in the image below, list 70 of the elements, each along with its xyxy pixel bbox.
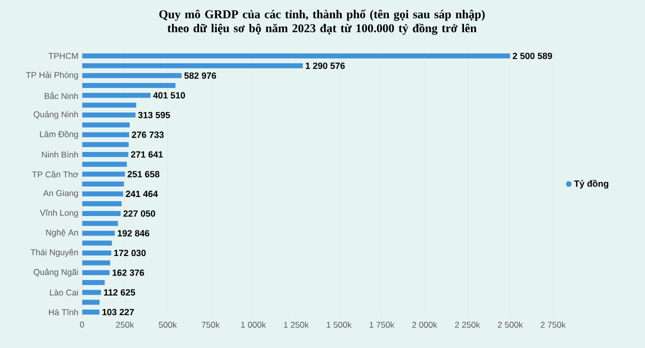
- bar: [82, 181, 124, 187]
- bar: [82, 62, 304, 69]
- bar: [82, 132, 130, 138]
- data-label: 401 510: [153, 92, 186, 99]
- bar: [82, 230, 116, 236]
- y-tick-label: Lào Cai: [50, 289, 78, 296]
- bar: [82, 270, 110, 276]
- data-label: 241 464: [126, 190, 158, 198]
- x-tick-label: 500k: [158, 322, 177, 328]
- y-tick-label: TPHCM: [48, 52, 78, 59]
- bar: [82, 220, 118, 226]
- bar: [82, 142, 130, 148]
- y-tick-label: Ninh Bình: [42, 151, 78, 158]
- data-label: 162 376: [112, 269, 144, 276]
- bar: [82, 250, 112, 256]
- x-tick-label: 2 000k: [412, 322, 438, 328]
- data-label: 1 290 576: [306, 62, 345, 69]
- data-label: 192 846: [118, 230, 150, 236]
- x-tick-label: 2 500k: [498, 322, 523, 328]
- data-label: 227 050: [123, 210, 156, 217]
- bar: [82, 299, 100, 306]
- y-tick-label: Quảng Ngãi: [34, 268, 78, 277]
- y-tick-label: Bắc Ninh: [44, 92, 78, 100]
- bar: [82, 210, 122, 217]
- data-label: 172 030: [114, 250, 146, 256]
- bar: [82, 82, 176, 88]
- y-tick-label: Quảng Ninh: [34, 110, 78, 120]
- bar: [82, 309, 100, 316]
- y-tick-label: An Giang: [43, 190, 78, 198]
- data-label: 103 227: [102, 308, 134, 316]
- data-label: 271 641: [131, 151, 163, 158]
- x-tick-label: 1 500k: [326, 322, 352, 328]
- bar: [82, 171, 126, 178]
- y-tick-label: Thái Nguyên: [30, 248, 78, 257]
- data-label: 276 733: [132, 132, 164, 138]
- bar: [82, 240, 112, 246]
- y-tick-label: Hà Tĩnh: [49, 308, 78, 316]
- bar: [82, 112, 136, 118]
- x-tick-label: 2 250k: [455, 322, 480, 328]
- x-tick-label: 1 750k: [370, 322, 394, 328]
- x-tick-label: 750k: [202, 322, 220, 328]
- y-tick-label: Lâm Đồng: [40, 130, 78, 139]
- bar: [82, 151, 129, 158]
- y-tick-label: TP Cần Thơ: [32, 170, 78, 178]
- bar: [82, 190, 124, 197]
- x-tick-label: 2 750k: [540, 322, 566, 328]
- y-tick-label: Nghệ An: [46, 229, 78, 238]
- bar: [82, 92, 151, 98]
- bar: [82, 102, 137, 108]
- y-tick-label: Vĩnh Long: [40, 210, 78, 218]
- bar: [82, 72, 182, 79]
- data-label: 112 625: [104, 289, 136, 296]
- x-tick-label: 1 250k: [284, 322, 309, 328]
- data-label: 313 595: [138, 112, 170, 118]
- data-label: 2 500 589: [512, 52, 552, 60]
- bar: [82, 260, 111, 266]
- x-tick-label: 250k: [116, 322, 134, 328]
- chart-title: Quy mô GRDP của các tỉnh, thành phố (tên gọi sau sáp nhập) theo dữ liệu sơ bộ năm 2023 đạt từ 100.000 tỷ đồng trở lên: [159, 10, 485, 35]
- x-tick-label: 1 000k: [241, 322, 266, 328]
- bar: [82, 289, 102, 296]
- y-tick-label: TP Hải Phòng: [26, 72, 78, 80]
- legend-label: Tỷ đồng: [574, 180, 608, 189]
- bar: [82, 122, 130, 128]
- bar: [82, 280, 106, 286]
- bar: [82, 52, 510, 59]
- x-tick-label: 0: [80, 322, 84, 328]
- bar: [82, 161, 128, 168]
- bar: [82, 200, 122, 207]
- data-label: 582 976: [184, 72, 216, 79]
- data-label: 251 658: [128, 170, 160, 178]
